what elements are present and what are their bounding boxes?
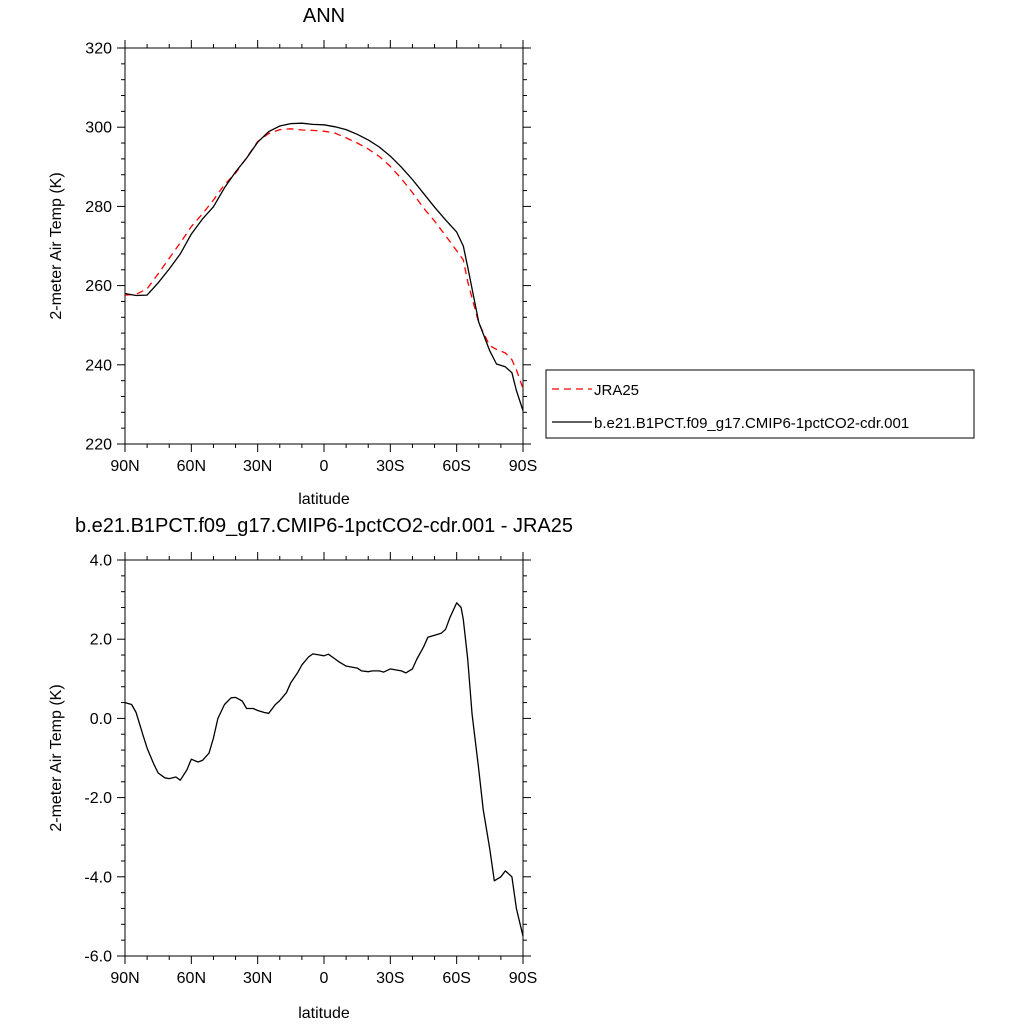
legend-label-jra25: JRA25 [594, 382, 639, 399]
x-axis-label: latitude [298, 491, 350, 508]
panel-top: ANN 90N 60N 30N 0 30S 60S 90S 220 240 260 280 300 32… [48, 5, 975, 508]
x-tick-label: 30S [376, 970, 404, 987]
x-tick-label: 90S [509, 458, 537, 475]
y-tick-label: -6.0 [84, 949, 112, 966]
y-tick-label: 320 [85, 41, 112, 58]
panel-bottom: b.e21.B1PCT.f09_g17.CMIP6-1pctCO2-cdr.00… [48, 515, 573, 1022]
x-tick-label: 90N [110, 970, 139, 987]
y-tick-label: -2.0 [84, 790, 112, 807]
x-axis-label: latitude [298, 1005, 350, 1022]
y-tick-label: 260 [85, 278, 112, 295]
x-tick-label: 60S [442, 458, 470, 475]
x-tick-label: 30N [243, 970, 272, 987]
axis-ticks: 90N 60N 30N 0 30S 60S 90S -6.0 -4.0 -2.0 0.0 2.0 4.0 [84, 552, 537, 987]
y-tick-label: -4.0 [84, 869, 112, 886]
x-tick-label: 30N [243, 458, 272, 475]
y-tick-label: 240 [85, 357, 112, 374]
series-group [124, 602, 524, 937]
x-tick-label: 90N [110, 458, 139, 475]
x-tick-label: 30S [376, 458, 404, 475]
chart-title: b.e21.B1PCT.f09_g17.CMIP6-1pctCO2-cdr.00… [75, 515, 573, 537]
legend-label-model: b.e21.B1PCT.f09_g17.CMIP6-1pctCO2-cdr.00… [594, 415, 909, 432]
x-tick-label: 0 [320, 458, 329, 475]
x-tick-label: 60S [442, 970, 470, 987]
x-tick-label: 90S [509, 970, 537, 987]
y-tick-label: 280 [85, 199, 112, 216]
y-tick-label: 300 [85, 120, 112, 137]
y-axis-label: 2-meter Air Temp (K) [48, 684, 65, 831]
x-tick-label: 0 [320, 970, 329, 987]
x-tick-label: 60N [177, 458, 206, 475]
y-axis-label: 2-meter Air Temp (K) [48, 172, 65, 319]
y-tick-label: 2.0 [90, 632, 112, 649]
axis-ticks: 90N 60N 30N 0 30S 60S 90S 220 240 260 280 300 320 [85, 40, 537, 475]
x-tick-label: 60N [177, 970, 206, 987]
legend: JRA25 b.e21.B1PCT.f09_g17.CMIP6-1pctCO2-… [545, 369, 975, 439]
legend-box [545, 369, 975, 439]
chart-title: ANN [303, 5, 345, 27]
series-line-1 [124, 122, 524, 411]
y-tick-label: 0.0 [90, 711, 112, 728]
y-tick-label: 220 [85, 437, 112, 454]
series-line-0 [124, 602, 524, 937]
y-tick-label: 4.0 [90, 553, 112, 570]
series-line-0 [124, 128, 524, 389]
series-group [124, 122, 524, 411]
